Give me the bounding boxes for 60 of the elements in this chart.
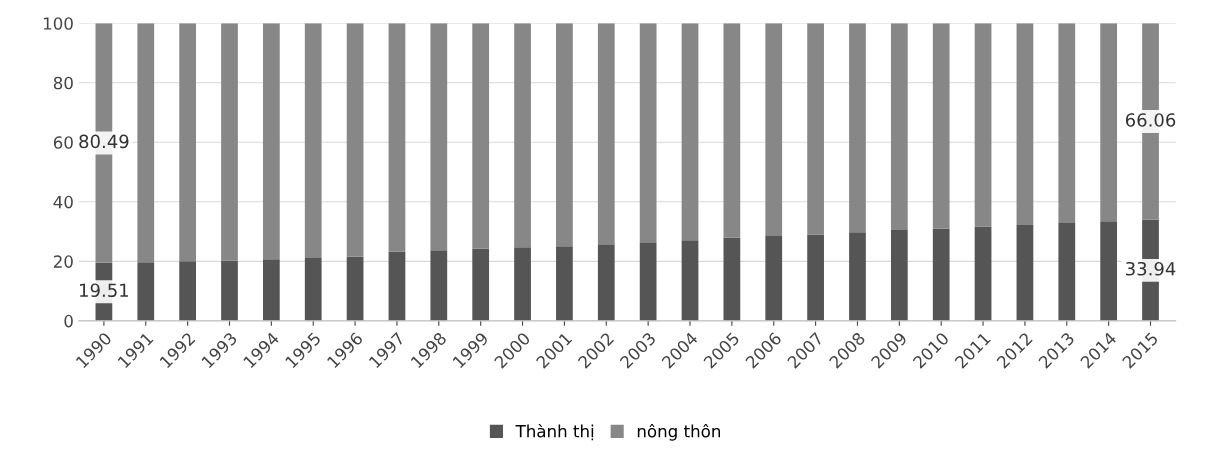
data-label: 80.49 [79,134,129,149]
bar [514,247,531,321]
bar [765,23,783,237]
bar [723,237,741,321]
bar [1016,23,1034,226]
bar [597,244,615,321]
bar [807,23,824,235]
bar [556,246,573,321]
data-label: 66.06 [1125,113,1176,127]
bar [137,262,155,321]
bar [890,23,908,231]
bar [681,240,699,321]
bar [137,23,155,263]
bar [179,261,196,321]
data-label: 19.51 [80,283,129,298]
y-tick-label: 20 [53,255,73,268]
bar [1100,23,1118,222]
bar [1100,221,1118,321]
bar [346,256,364,321]
bar [849,232,866,321]
bar [974,23,992,227]
bar [388,23,406,252]
bar [932,228,950,321]
bar [179,23,196,262]
bar [807,234,824,321]
bar [639,242,657,321]
bar [304,23,322,259]
bar [639,23,657,243]
bar [932,23,950,229]
bar [1058,222,1076,321]
bar [430,23,448,251]
bar [849,23,866,233]
bar [221,260,238,321]
y-tick-label: 0 [64,314,73,328]
y-tick-label: 80 [53,76,73,90]
bar [221,23,238,261]
bar [597,23,615,245]
bar [556,23,573,247]
bar [974,226,992,321]
bar [304,258,322,321]
bar [1016,225,1034,321]
bar [681,23,699,241]
bar [765,236,783,321]
y-tick-label: 40 [53,195,73,209]
y-tick-label: 100 [43,17,73,30]
bar [890,230,908,321]
bar [430,250,448,321]
bar [346,23,364,257]
bar [262,259,280,321]
bar [723,23,741,238]
bar [262,23,280,260]
bar [388,251,406,321]
bar [472,23,490,249]
legend-label: Thành thị [515,423,594,441]
y-tick-label: 60 [53,136,73,149]
bar [1058,23,1076,223]
legend-label: nông thôn [637,423,720,441]
bar [472,248,490,321]
bar [514,23,531,248]
data-label: 33.94 [1126,261,1176,276]
